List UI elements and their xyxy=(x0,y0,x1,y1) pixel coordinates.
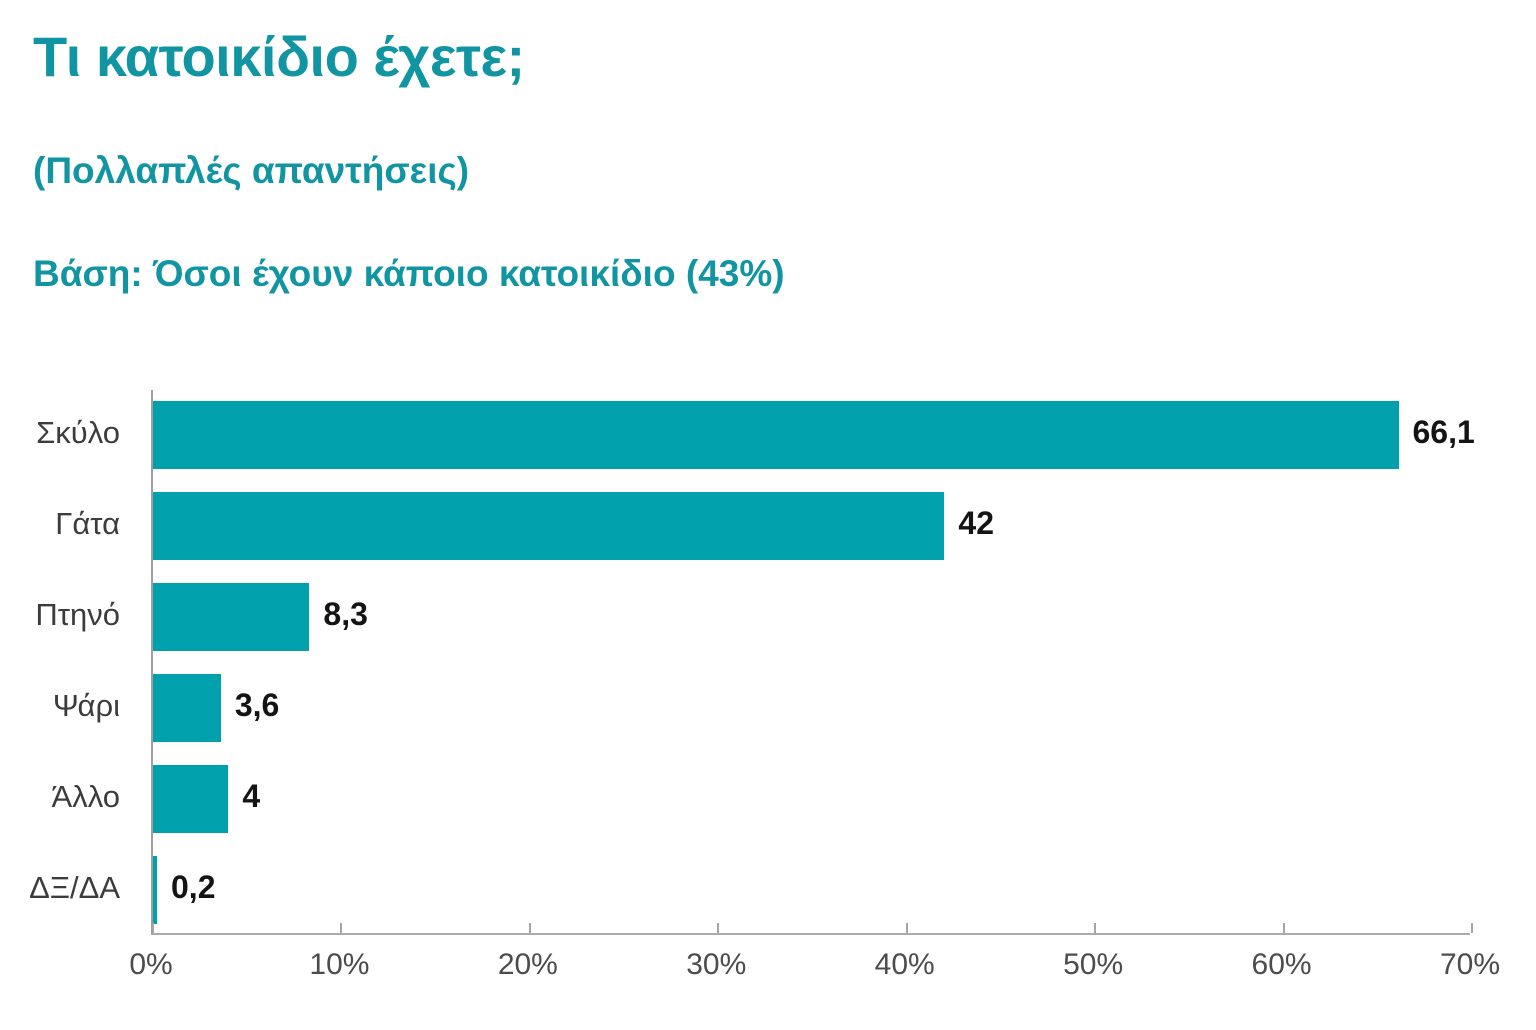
chart-subtitle: (Πολλαπλές απαντήσεις) xyxy=(33,150,470,191)
category-label: Ψάρι xyxy=(52,687,120,723)
x-axis-tick xyxy=(1282,923,1285,933)
category-label: Πτηνό xyxy=(35,597,120,633)
x-axis-tick-label: 40% xyxy=(874,948,935,981)
x-axis-tick xyxy=(1471,923,1473,933)
x-axis-tick-label: 20% xyxy=(497,948,558,981)
bar xyxy=(153,673,221,742)
x-axis-tick-label: 50% xyxy=(1063,948,1124,981)
category-axis: Σκύλο Γάτα Πτηνό Ψάρι Άλλο ΔΞ/ΔΑ xyxy=(0,390,120,935)
value-label: 3,6 xyxy=(234,686,280,723)
bar xyxy=(153,492,945,561)
category-label: Άλλο xyxy=(51,778,120,814)
category-label: Σκύλο xyxy=(36,415,120,451)
bar xyxy=(153,583,310,652)
value-label: 8,3 xyxy=(323,596,368,633)
x-axis-tick-label: 60% xyxy=(1251,948,1312,981)
bar xyxy=(153,401,1399,470)
x-axis-tick-label: 70% xyxy=(1439,948,1501,981)
x-axis-tick-label: 10% xyxy=(309,948,370,981)
x-axis-tick xyxy=(905,923,908,933)
value-label: 0,2 xyxy=(171,868,216,905)
x-axis-tick xyxy=(152,923,154,933)
chart-base-note: Βάση: Όσοι έχουν κάποιο κατοικίδιο (43%) xyxy=(33,253,785,294)
plot-area: 66,1 42 8,3 3,6 4 0,2 xyxy=(151,390,1475,935)
category-label: ΔΞ/ΔΑ xyxy=(29,869,120,905)
x-axis-tick xyxy=(717,923,720,933)
x-axis-tick xyxy=(528,923,531,933)
category-label: Γάτα xyxy=(55,506,120,542)
x-axis-tick-label: 30% xyxy=(686,948,747,981)
bar xyxy=(153,855,157,924)
value-label: 42 xyxy=(958,505,994,542)
bar xyxy=(153,764,229,833)
value-label: 4 xyxy=(242,777,261,814)
x-axis-tick xyxy=(340,923,343,933)
x-axis-tick-label: 0% xyxy=(129,948,173,981)
chart-title: Τι κατοικίδιο έχετε; xyxy=(33,25,525,88)
value-label: 66,1 xyxy=(1412,414,1475,451)
x-axis-tick xyxy=(1094,923,1097,933)
